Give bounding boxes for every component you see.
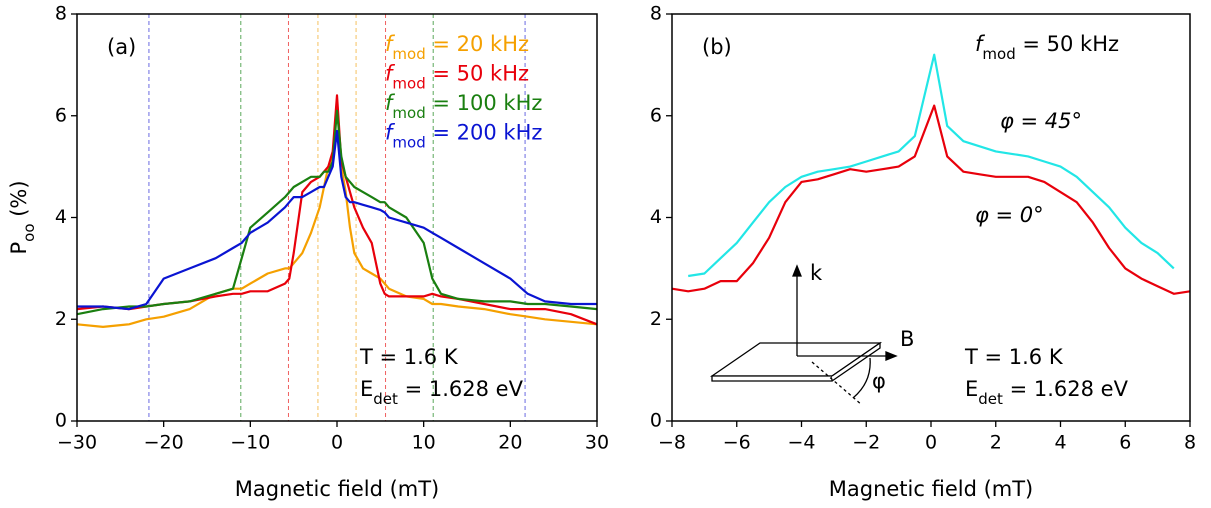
text-part: mod (392, 133, 425, 151)
inset-label: B (900, 327, 914, 351)
text-part: = 50 kHz (426, 62, 529, 86)
x-tick-label: 10 (412, 432, 436, 454)
text-part: f (385, 121, 396, 145)
y-tick-label: 4 (650, 206, 662, 228)
legend-entry: fmod = 50 kHz (385, 62, 529, 93)
text-part: mod (982, 45, 1015, 63)
y-tick-label: 6 (55, 104, 67, 126)
x-tick-label: 8 (1184, 432, 1196, 454)
panel-label: (b) (702, 35, 732, 59)
plate (709, 342, 883, 377)
y-tick-label: 2 (55, 308, 67, 330)
data-line (76, 109, 598, 316)
y-tick-label: 8 (55, 3, 67, 25)
text-part: = 1.628 eV (1003, 377, 1129, 401)
data-line (688, 53, 1175, 278)
text-part: det (978, 390, 1003, 408)
y-tick-label: 6 (650, 104, 662, 126)
text-part: f (975, 32, 986, 56)
inset-label: φ (872, 369, 886, 393)
text-part: T = 1.6 K (964, 345, 1064, 369)
annotation: T = 1.6 K (359, 345, 459, 369)
x-tick-label: 4 (1054, 432, 1066, 454)
text-part: E (965, 377, 978, 401)
text-part: P (7, 242, 31, 255)
y-tick-label: 0 (55, 410, 67, 432)
x-tick-label: 0 (331, 432, 343, 454)
text-part: mod (392, 45, 425, 63)
text-part: mod (392, 74, 425, 92)
text-part: = 50 kHz (1016, 32, 1119, 56)
x-tick-label: −6 (723, 432, 751, 454)
x-axis-label: Magnetic field (mT) (235, 477, 440, 501)
text-part: E (360, 377, 373, 401)
legend-entry: fmod = 20 kHz (385, 32, 529, 63)
inset-diagram (709, 264, 898, 406)
x-tick-label: −2 (852, 432, 880, 454)
text-part: oo (20, 223, 38, 241)
x-tick-label: 0 (925, 432, 937, 454)
annotation: Edet = 1.628 eV (965, 377, 1129, 408)
text-part: = 20 kHz (426, 32, 529, 56)
y-tick-label: 8 (650, 3, 662, 25)
y-axis-label: Poo (%) (7, 180, 38, 254)
inset-label: k (810, 261, 823, 285)
series-label: φ = 45° (1000, 109, 1082, 133)
text-part: (%) (7, 180, 31, 223)
x-tick-label: −8 (658, 432, 686, 454)
annotation: Edet = 1.628 eV (360, 377, 524, 408)
text-part: = 100 kHz (426, 91, 543, 115)
x-axis-label: Magnetic field (mT) (829, 477, 1034, 501)
annotation: T = 1.6 K (964, 345, 1064, 369)
data-line (76, 94, 598, 326)
y-tick-label: 0 (650, 410, 662, 432)
plate-side (831, 341, 881, 382)
y-tick-label: 4 (55, 206, 67, 228)
series-label: φ = 0° (975, 203, 1044, 227)
text-part: f (385, 62, 396, 86)
x-tick-label: −10 (230, 432, 270, 454)
panel-label: (a) (107, 35, 136, 59)
x-tick-label: 20 (498, 432, 522, 454)
phi-arc (852, 357, 871, 399)
text-part: f (385, 91, 396, 115)
text-part: f (385, 32, 396, 56)
b-arrowhead (885, 351, 898, 361)
x-tick-label: −4 (787, 432, 815, 454)
y-tick-label: 2 (650, 308, 662, 330)
text-part: det (373, 390, 398, 408)
text-part: mod (392, 104, 425, 122)
x-tick-label: 6 (1119, 432, 1131, 454)
x-tick-label: −30 (57, 432, 97, 454)
data-line (671, 104, 1191, 295)
x-tick-label: 2 (990, 432, 1002, 454)
data-line (77, 129, 597, 311)
plate-edge (711, 375, 833, 382)
legend-entry: fmod = 100 kHz (385, 91, 542, 122)
text-part: = 200 kHz (426, 121, 543, 145)
x-tick-label: −20 (144, 432, 184, 454)
text-part: = 1.628 eV (398, 377, 524, 401)
annotation: fmod = 50 kHz (975, 32, 1119, 63)
k-arrowhead (792, 264, 802, 277)
x-tick-label: 30 (585, 432, 609, 454)
legend-entry: fmod = 200 kHz (385, 121, 542, 152)
text-part: T = 1.6 K (359, 345, 459, 369)
